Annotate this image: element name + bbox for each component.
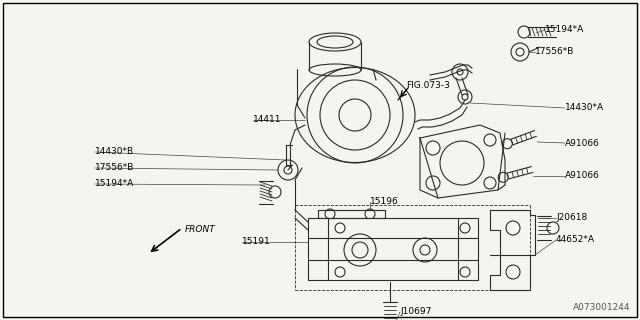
FancyBboxPatch shape [308,218,478,280]
Text: 15194*A: 15194*A [545,26,584,35]
Text: FRONT: FRONT [185,226,216,235]
Text: 15196: 15196 [370,197,399,206]
Text: 17556*B: 17556*B [95,164,134,172]
Text: 44652*A: 44652*A [556,236,595,244]
Text: 17556*B: 17556*B [535,47,574,57]
Text: 15194*A: 15194*A [95,180,134,188]
Text: A91066: A91066 [565,172,600,180]
Text: 14430*A: 14430*A [565,103,604,113]
Text: FIG.073-3: FIG.073-3 [406,82,450,91]
Text: A91066: A91066 [565,139,600,148]
Text: J20618: J20618 [556,213,588,222]
Text: 14411: 14411 [253,116,282,124]
Text: 15191: 15191 [242,237,271,246]
Text: 14430*B: 14430*B [95,148,134,156]
Text: A073001244: A073001244 [573,303,630,312]
Text: J10697: J10697 [400,308,431,316]
